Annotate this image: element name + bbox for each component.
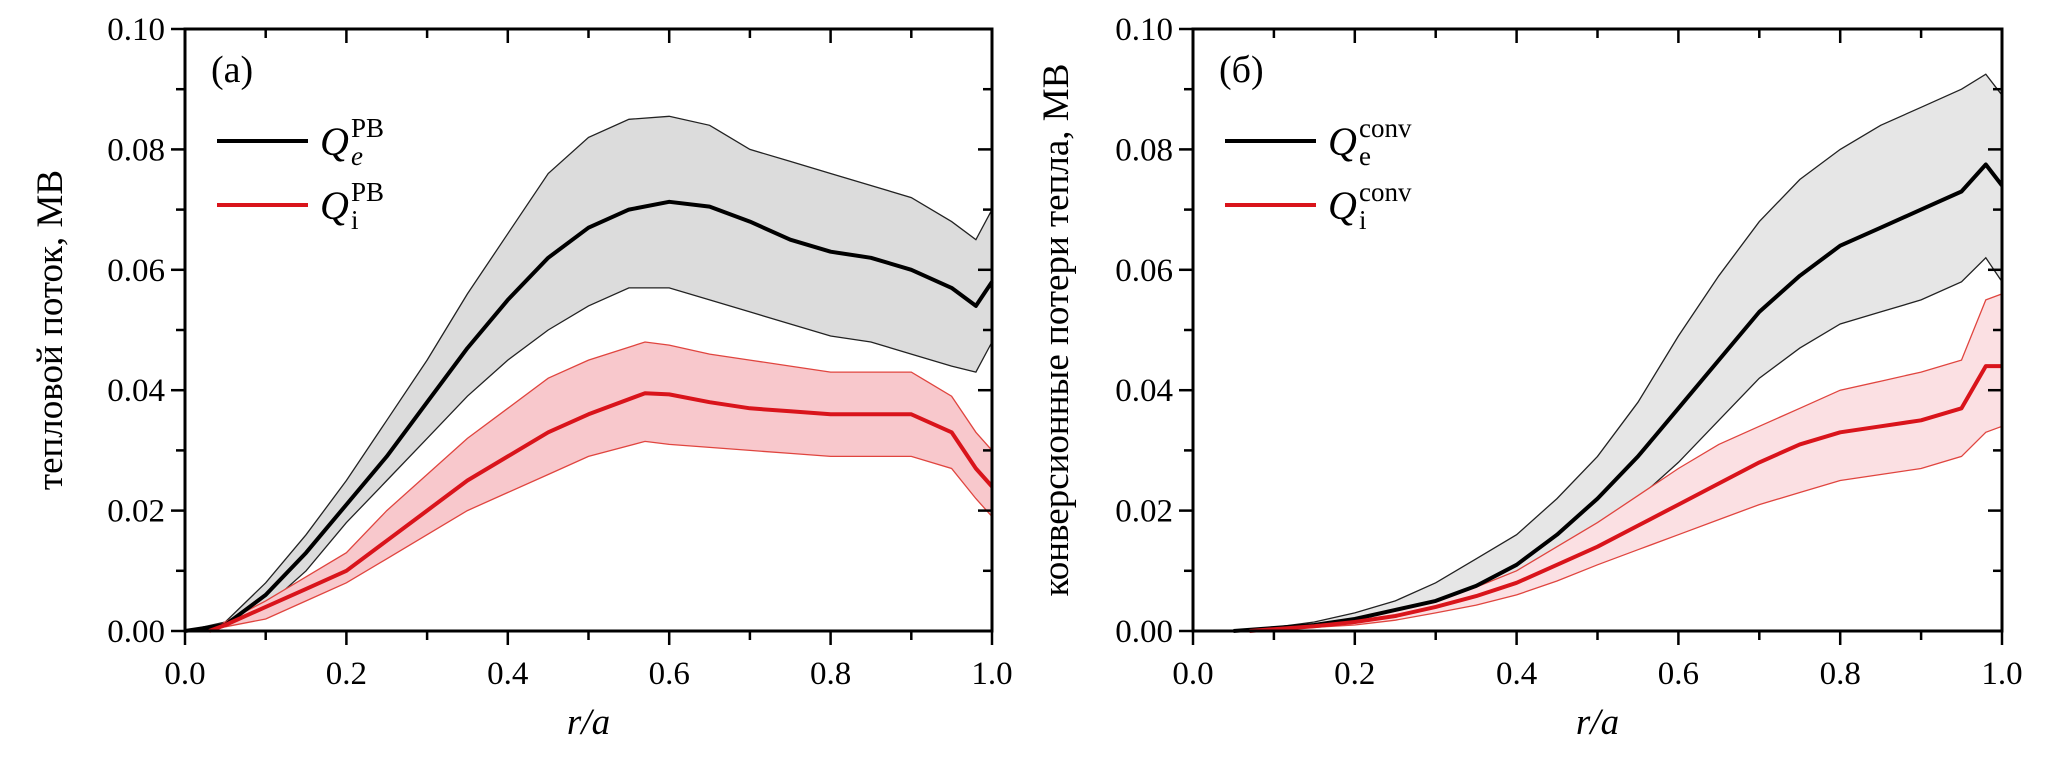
- legend-subscript: i: [1359, 205, 1367, 235]
- x-tick-label: 0.4: [487, 656, 528, 692]
- x-tick-label: 0.2: [1334, 656, 1375, 692]
- legend-superscript: PB: [351, 113, 384, 143]
- x-tick-label: 0.8: [1820, 656, 1861, 692]
- legend-superscript: PB: [351, 177, 384, 207]
- series-line-e: [184, 199, 994, 633]
- legend-main: Q: [1328, 119, 1357, 164]
- x-tick-label: 0.6: [1658, 656, 1699, 692]
- legend-entry: Qconv: [1328, 113, 1412, 164]
- x-tick-label: 0.0: [1172, 656, 1213, 692]
- legend-main: Q: [320, 183, 349, 228]
- x-tick-label: 1.0: [1981, 656, 2022, 692]
- x-tick-label: 0.0: [164, 656, 205, 692]
- panel-label: (б): [1219, 49, 1264, 91]
- y-tick-label: 0.00: [1115, 614, 1173, 650]
- y-tick-label: 0.06: [1115, 253, 1173, 289]
- y-tick-label: 0.04: [107, 373, 165, 409]
- band-upper-edge-i: [208, 341, 993, 632]
- confidence-band-e: [1233, 74, 2002, 631]
- y-tick-label: 0.02: [1115, 494, 1173, 530]
- x-axis-label: r/a: [567, 702, 610, 743]
- panel-2: 0.0 0.2 0.4 0.6 0.8 1.0 0.00 0.02 0.04 0.06 0.08 0.…: [1036, 12, 2023, 743]
- confidence-band-i: [1249, 293, 2002, 631]
- legend-entry: QPB: [320, 177, 384, 228]
- band-lower-edge-i: [1249, 425, 2003, 632]
- legend-main: Q: [1328, 183, 1357, 228]
- band-lower-edge-i: [209, 440, 993, 632]
- series-line-i: [1249, 364, 2002, 633]
- x-tick-label: 0.2: [326, 656, 367, 692]
- confidence-band-i: [209, 342, 992, 631]
- series-line-e: [1233, 162, 2004, 633]
- x-axis-label: r/a: [1576, 702, 1619, 743]
- band-lower-edge-e: [184, 287, 993, 632]
- series-line-i: [208, 391, 994, 633]
- x-tick-label: 1.0: [971, 656, 1012, 692]
- x-tick-label: 0.6: [649, 656, 690, 692]
- legend-subscript: e: [1359, 141, 1371, 171]
- y-axis-label: конверсионные потери тепла, МВ: [1036, 64, 1077, 597]
- y-tick-label: 0.02: [107, 494, 165, 530]
- legend-entry: QPB: [320, 113, 384, 164]
- panel-label: (a): [211, 49, 253, 91]
- y-tick-label: 0.06: [107, 253, 165, 289]
- confidence-band-e: [185, 116, 992, 632]
- legend-subscript: i: [351, 205, 359, 235]
- y-tick-label: 0.10: [107, 12, 165, 48]
- y-tick-label: 0.08: [107, 132, 165, 168]
- x-tick-label: 0.8: [810, 656, 851, 692]
- band-upper-edge-e: [184, 115, 993, 632]
- legend-entry: Qconv: [1328, 177, 1412, 228]
- y-tick-label: 0.04: [1115, 373, 1173, 409]
- legend-subscript: e: [351, 141, 363, 171]
- y-axis-label: тепловой поток, МВ: [30, 170, 71, 490]
- y-tick-label: 0.08: [1115, 132, 1173, 168]
- y-tick-label: 0.10: [1115, 12, 1173, 48]
- x-tick-label: 0.4: [1496, 656, 1537, 692]
- panel-1: 0.0 0.2 0.4 0.6 0.8 1.0 0.00 0.02 0.04 0.06 0.08 0.…: [30, 12, 1013, 743]
- legend-main: Q: [320, 119, 349, 164]
- y-tick-label: 0.00: [107, 614, 165, 650]
- band-upper-edge-e: [1233, 73, 2003, 632]
- legend-superscript: conv: [1359, 113, 1412, 143]
- legend-superscript: conv: [1359, 177, 1412, 207]
